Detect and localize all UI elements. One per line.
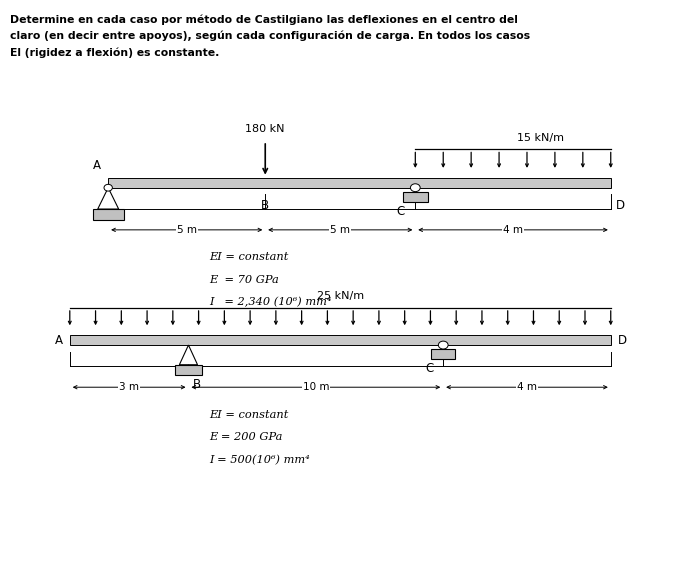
Text: 10 m: 10 m bbox=[303, 382, 329, 392]
Text: claro (en decir entre apoyos), según cada configuración de carga. En todos los c: claro (en decir entre apoyos), según cad… bbox=[10, 31, 530, 42]
Text: 180 kN: 180 kN bbox=[246, 124, 285, 134]
Text: E  = 70 GPa: E = 70 GPa bbox=[209, 275, 279, 285]
Polygon shape bbox=[179, 345, 198, 365]
Circle shape bbox=[438, 341, 448, 349]
Text: Determine en cada caso por método de Castilgiano las deflexiones en el centro de: Determine en cada caso por método de Cas… bbox=[10, 14, 519, 25]
Text: D: D bbox=[616, 199, 625, 212]
Text: 3 m: 3 m bbox=[119, 382, 139, 392]
Text: C: C bbox=[425, 362, 433, 375]
Text: 4 m: 4 m bbox=[503, 225, 523, 235]
Text: 5 m: 5 m bbox=[330, 225, 350, 235]
Text: B: B bbox=[193, 378, 201, 391]
Text: A: A bbox=[55, 333, 63, 347]
Text: A: A bbox=[93, 159, 101, 172]
Text: 15 kN/m: 15 kN/m bbox=[517, 133, 565, 143]
Text: 4 m: 4 m bbox=[517, 382, 537, 392]
Text: EI = constant: EI = constant bbox=[209, 410, 289, 420]
Bar bbox=[93, 209, 124, 220]
Bar bbox=[403, 192, 427, 202]
Text: C: C bbox=[396, 205, 404, 217]
Circle shape bbox=[104, 184, 112, 191]
Circle shape bbox=[410, 184, 420, 192]
Text: E = 200 GPa: E = 200 GPa bbox=[209, 432, 283, 442]
Text: 5 m: 5 m bbox=[177, 225, 197, 235]
Text: I   = 2,340 (10⁶) mm⁴: I = 2,340 (10⁶) mm⁴ bbox=[209, 297, 332, 307]
Text: B: B bbox=[261, 199, 269, 212]
Text: D: D bbox=[618, 333, 627, 347]
Text: El (rigidez a flexión) es constante.: El (rigidez a flexión) es constante. bbox=[10, 48, 220, 58]
Text: I = 500(10⁶) mm⁴: I = 500(10⁶) mm⁴ bbox=[209, 455, 310, 465]
Bar bbox=[70, 335, 611, 345]
Text: EI = constant: EI = constant bbox=[209, 252, 289, 262]
Bar bbox=[108, 178, 611, 188]
Polygon shape bbox=[98, 188, 119, 209]
Text: 25 kN/m: 25 kN/m bbox=[317, 291, 364, 301]
Bar bbox=[431, 349, 456, 359]
Bar bbox=[175, 365, 202, 375]
